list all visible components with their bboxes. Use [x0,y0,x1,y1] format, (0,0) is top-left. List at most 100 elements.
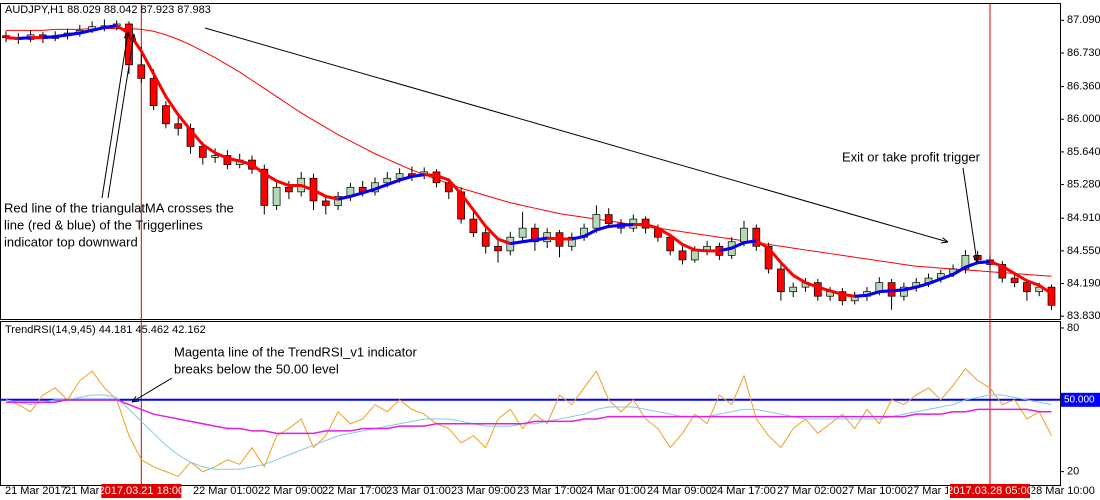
content: 87.090 86.730 86.360 86.000 85.640 85.280 84.9… [0,4,1100,498]
candle-body [1047,286,1056,306]
level-label: 50.000 [1064,394,1095,405]
candle-body [469,218,478,234]
y-tick-label: 84.910 [1067,212,1100,224]
candle-body [444,182,453,193]
annotation-text: Exit or take profit trigger [842,149,981,164]
candle-body [900,286,908,297]
cursor-label: 2017.03.21 18:00 [98,485,184,497]
candle-body [740,227,748,243]
cursor-label-bg [950,484,1030,498]
candle-body [690,250,699,261]
y-tick-label: 84.190 [1067,277,1100,289]
price-panel [0,3,1061,320]
y-tick-label: 85.280 [1067,179,1100,191]
x-tick-label: 23 Mar 09:00 [451,485,516,497]
x-tick-label: 24 Mar 01:00 [581,485,646,497]
trigger-rise-segment [719,239,757,253]
candle-body [198,146,207,158]
rsi-line [6,399,1052,435]
trigger-rise-segment [337,173,425,201]
annotation-text: indicator top downward [4,234,138,249]
candle-body [272,186,281,206]
x-tick-label: 27 Mar 02:00 [777,485,842,497]
candle-body [481,232,490,247]
candle-body [666,236,675,252]
rsi-line [5,394,1052,470]
arrow-head [131,396,140,403]
arrow-head [940,237,949,244]
trigger-rise-segment [854,260,991,298]
x-tick-label: 22 Mar 17:00 [322,485,387,497]
x-tick-label: 22 Mar 01:00 [193,485,258,497]
candle-body [961,255,970,270]
arrow-line [962,167,978,263]
candle-body [285,186,293,193]
candle-body [604,214,613,224]
x-tick-label: 21 Mar 2017 [5,485,67,497]
level-label-bg [1061,392,1100,407]
candle-body [260,168,269,206]
y-tick-label: 20 [1067,466,1079,478]
candle-body [321,200,330,206]
trigger-rise-segment [18,36,31,40]
annotation-text: breaks below the 50.00 level [174,361,339,376]
candle-body [764,245,773,270]
candle-body [678,250,687,261]
arrow-head [123,31,131,39]
x-tick-label: 23 Mar 01:00 [386,485,451,497]
arrow-line [131,377,173,403]
candle-body [137,64,146,79]
candle-body [592,214,601,229]
candle-body [494,245,502,252]
arrow-head [129,33,137,41]
trigger-rise-segment [571,223,634,241]
candle-body [211,155,219,158]
candle-body [162,105,170,125]
annotation-text: line (red & blue) of the Triggerlines [4,217,203,232]
candle-body [777,268,785,293]
y-tick-label: 86.730 [1067,47,1100,59]
y-tick-label: 85.640 [1067,146,1100,158]
cursor-label-bg [101,484,182,498]
candle-body [998,264,1007,279]
rsi-panel [0,321,1061,486]
x-tick-label: 24 Mar 17:00 [711,485,776,497]
arrow-line [204,27,949,243]
x-tick-label: 21 Mar [65,485,100,497]
y-tick-label: 84.550 [1067,245,1100,257]
candle-body [518,227,527,238]
y-tick-label: 83.830 [1067,310,1100,322]
slow-ma-line [6,28,1052,277]
arrow-line [101,31,129,199]
y-tick-label: 86.360 [1067,80,1100,92]
annotation-text: Red line of the triangulatMA crosses the [4,200,234,215]
candle-body [789,286,798,293]
candle-body [395,173,404,179]
arrow-line [107,33,135,199]
candle-body [149,78,158,106]
candle-body [1023,282,1031,293]
candle-body [383,177,392,184]
x-tick-label: 22 Mar 09:00 [258,485,323,497]
annotation-text: Magenta line of the TrendRSI_v1 indicato… [174,344,417,359]
candle-body [531,227,539,243]
x-tick-label: 28 Mar 10:00 [1030,485,1095,497]
rsi-line [5,367,1052,478]
candle-body [567,236,576,247]
candle-body [1010,277,1019,283]
y-tick-label: 86.000 [1067,113,1100,125]
trigger-rise-segment [42,24,117,40]
y-tick-label: 87.090 [1067,14,1100,26]
cursor-label: 2017.03.28 05:00 [947,485,1033,497]
candle-body [174,123,183,129]
arrow-head [972,255,980,263]
rsi-header: TrendRSI(14,9,45) 44.181 45.462 42.162 [5,324,206,336]
candle-body [334,196,342,206]
price-header: AUDJPY,H1 88.029 88.042 87.923 87.983 [5,4,211,16]
x-tick-label: 24 Mar 09:00 [647,485,712,497]
trigger-rise-segment [510,236,548,246]
y-tick-label: 80 [1067,322,1079,334]
x-tick-label: 27 Mar 10:00 [842,485,907,497]
